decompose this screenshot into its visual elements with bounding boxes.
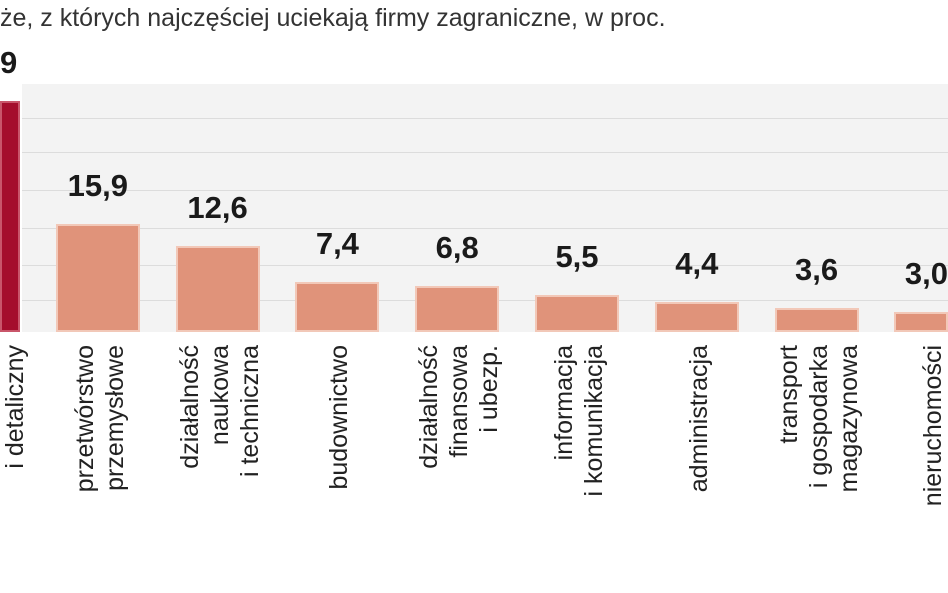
value-label: 12,6 <box>187 190 248 226</box>
gridline <box>22 265 948 266</box>
gridline <box>22 228 948 229</box>
gridline <box>22 152 948 153</box>
bar <box>175 246 260 332</box>
category-label: informacja i komunikacja <box>550 345 608 497</box>
value-label: 3,0 <box>904 255 948 291</box>
gridline <box>22 190 948 191</box>
category-label: nieruchomości <box>919 345 947 507</box>
bar <box>774 307 859 332</box>
value-label: 15,9 <box>67 167 128 203</box>
bar <box>894 311 948 332</box>
bar <box>295 281 380 332</box>
category-label: działalność finansowa i ubezp. <box>415 345 504 469</box>
bar <box>415 285 500 332</box>
bar <box>654 302 739 332</box>
value-label: 3,6 <box>795 251 839 287</box>
bar <box>535 294 619 332</box>
chart-title: że, z których najczęściej uciekają firmy… <box>0 4 666 32</box>
bar <box>55 223 140 332</box>
category-label: przetwórstwo przemysłowe <box>70 345 129 493</box>
value-label: 7,4 <box>315 225 359 261</box>
category-label: administracja <box>684 345 713 493</box>
value-label: 6,8 <box>435 229 479 265</box>
category-label: i detaliczny <box>1 345 29 469</box>
category-label: działalność naukowa i techniczna <box>175 345 264 478</box>
value-label: 9 <box>0 45 18 81</box>
category-label: transport i gospodarka magazynowa <box>774 345 863 493</box>
gridline <box>22 118 948 119</box>
bar <box>0 101 20 332</box>
value-label: 5,5 <box>555 238 599 274</box>
category-label: budownictwo <box>325 345 354 490</box>
value-label: 4,4 <box>675 246 719 282</box>
